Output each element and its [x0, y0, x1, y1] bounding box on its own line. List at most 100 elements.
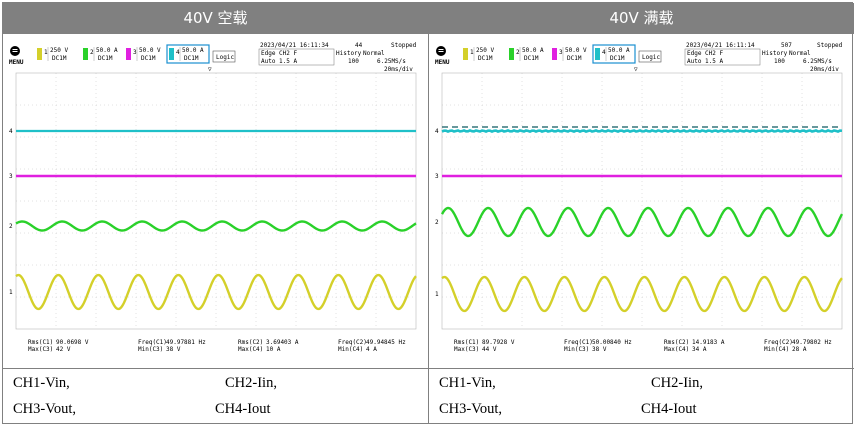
channel-coupling: DC1M: [184, 55, 199, 62]
caption-ch1: CH1-Vin,: [13, 375, 70, 391]
measurement-value: 38 V: [592, 346, 607, 353]
caption-ch1: CH1-Vin,: [439, 375, 496, 391]
menu-button[interactable]: MENU: [435, 46, 450, 66]
measurement-value: 4 A: [366, 346, 377, 353]
channel-coupling: DC1M: [98, 55, 113, 62]
logic-label: Logic: [642, 54, 660, 61]
measurement-value: 3.69403 A: [266, 339, 299, 346]
measurement-label: Min(C4): [338, 346, 363, 353]
trigger-box: [258, 48, 335, 66]
channel-scale: 50.0 A: [522, 47, 544, 54]
channel-color-swatch: [169, 48, 174, 60]
menu-button[interactable]: MENU: [9, 46, 24, 66]
acq-count: 507: [781, 42, 792, 49]
timebase: 20ms/div: [810, 66, 839, 73]
caption-ch2: CH2-Iin,: [225, 375, 277, 391]
channel-color-swatch: [126, 48, 131, 60]
channel-1-trace: [15, 273, 417, 311]
channel-scale: 50.0 V: [565, 47, 587, 54]
caption-ch4: CH4-Iout: [215, 401, 271, 417]
channel-scale: 50.0 A: [96, 47, 118, 54]
channel-number: 4: [602, 49, 606, 56]
channel-selected-frame: [166, 44, 210, 64]
caption-ch3: CH3-Vout,: [13, 401, 76, 417]
trigger-position-marker: ▽: [208, 66, 212, 73]
caption-ch2: CH2-Iin,: [651, 375, 703, 391]
measurement-label: Freq(C2): [338, 339, 367, 346]
measurement-label: Rms(C2): [238, 339, 263, 346]
logic-button[interactable]: Logic: [212, 50, 236, 63]
measurement-value: 14.9183 A: [692, 339, 725, 346]
acq-mode: Normal: [789, 50, 811, 57]
history-label: History: [762, 50, 788, 57]
menu-label: MENU: [435, 59, 450, 66]
traces: 4 3 2 1: [9, 128, 417, 311]
channel-scale: 50.0 V: [139, 47, 161, 54]
channel-2-level-marker: 2: [435, 219, 439, 226]
trigger-source: Edge CH2 F: [261, 50, 298, 57]
channel-selected-frame: [592, 44, 636, 64]
channel-1-level-marker: 1: [9, 289, 13, 296]
sample-rate: 6.25MS/s: [803, 58, 832, 65]
channel-number: 4: [176, 49, 180, 56]
channel-scale: 250 V: [476, 47, 494, 54]
channel-number: 3: [559, 49, 563, 56]
datetime: 2023/04/21 16:11:14: [686, 42, 755, 49]
menu-label: MENU: [9, 59, 24, 66]
channel-1-trace: [441, 275, 843, 313]
trigger-box: [684, 48, 761, 66]
measurement-label: Min(C3): [138, 346, 163, 353]
measurement-label: Min(C4): [764, 346, 789, 353]
channel-color-swatch: [83, 48, 88, 60]
channel-4-trace: [441, 128, 843, 134]
channel-4-level-marker: 4: [435, 128, 439, 135]
timebase: 20ms/div: [384, 66, 413, 73]
measurement-value: 90.0698 V: [56, 339, 89, 346]
channel-scale: 250 V: [50, 47, 68, 54]
measurement-label: Freq(C2): [764, 339, 793, 346]
measurement-label: Freq(C1): [138, 339, 167, 346]
channel-number: 2: [516, 49, 520, 56]
channel-color-swatch: [595, 48, 600, 60]
channel-2-level-marker: 2: [9, 223, 13, 230]
panel-title: 40V 满载: [429, 3, 854, 33]
sample-rate: 6.25MS/s: [377, 58, 406, 65]
channel-color-swatch: [552, 48, 557, 60]
logic-button[interactable]: Logic: [638, 50, 662, 63]
graticule: [15, 72, 417, 330]
channel-scale: 50.0 A: [182, 47, 204, 54]
measurement-value: 34 A: [692, 346, 707, 353]
measurement-value: 50.00840 Hz: [592, 339, 632, 346]
channel-color-swatch: [37, 48, 42, 60]
trigger-source: Edge CH2 F: [687, 50, 724, 57]
history-value: 100: [774, 58, 785, 65]
measurement-value: 10 A: [266, 346, 281, 353]
measurement-value: 49.94845 Hz: [366, 339, 406, 346]
measurement-label: Max(C3): [454, 346, 479, 353]
channel-color-swatch: [463, 48, 468, 60]
channel-number: 1: [470, 49, 474, 56]
logic-frame: [212, 50, 236, 63]
logic-frame: [638, 50, 662, 63]
channel-coupling: DC1M: [567, 55, 582, 62]
caption-ch4: CH4-Iout: [641, 401, 697, 417]
channel-3-level-marker: 3: [435, 173, 439, 180]
